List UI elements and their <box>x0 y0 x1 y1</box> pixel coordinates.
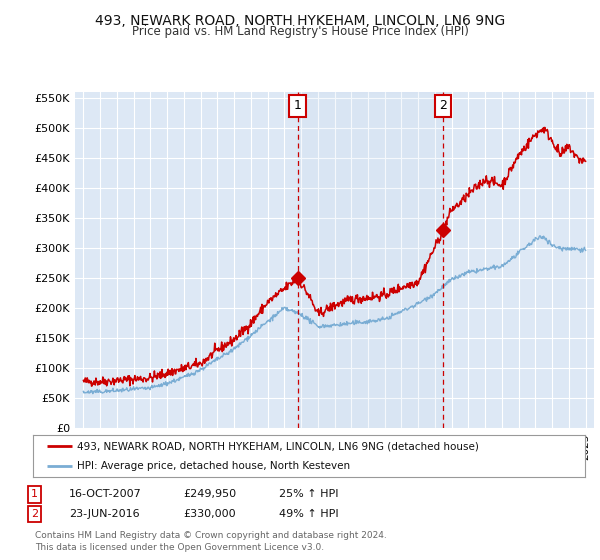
Text: 493, NEWARK ROAD, NORTH HYKEHAM, LINCOLN, LN6 9NG: 493, NEWARK ROAD, NORTH HYKEHAM, LINCOLN… <box>95 14 505 28</box>
Text: 2: 2 <box>31 509 38 519</box>
Text: HPI: Average price, detached house, North Kesteven: HPI: Average price, detached house, Nort… <box>77 461 350 471</box>
Text: 23-JUN-2016: 23-JUN-2016 <box>69 509 140 519</box>
Text: Price paid vs. HM Land Registry's House Price Index (HPI): Price paid vs. HM Land Registry's House … <box>131 25 469 38</box>
Text: Contains HM Land Registry data © Crown copyright and database right 2024.
This d: Contains HM Land Registry data © Crown c… <box>35 531 386 552</box>
Text: £330,000: £330,000 <box>183 509 236 519</box>
Text: 25% ↑ HPI: 25% ↑ HPI <box>279 489 338 500</box>
Text: 2: 2 <box>439 99 447 113</box>
Text: 1: 1 <box>293 99 301 113</box>
Bar <box>298 92 443 428</box>
Text: £249,950: £249,950 <box>183 489 236 500</box>
Text: 493, NEWARK ROAD, NORTH HYKEHAM, LINCOLN, LN6 9NG (detached house): 493, NEWARK ROAD, NORTH HYKEHAM, LINCOLN… <box>77 441 479 451</box>
Text: 16-OCT-2007: 16-OCT-2007 <box>69 489 142 500</box>
Text: 1: 1 <box>31 489 38 500</box>
Text: 49% ↑ HPI: 49% ↑ HPI <box>279 509 338 519</box>
